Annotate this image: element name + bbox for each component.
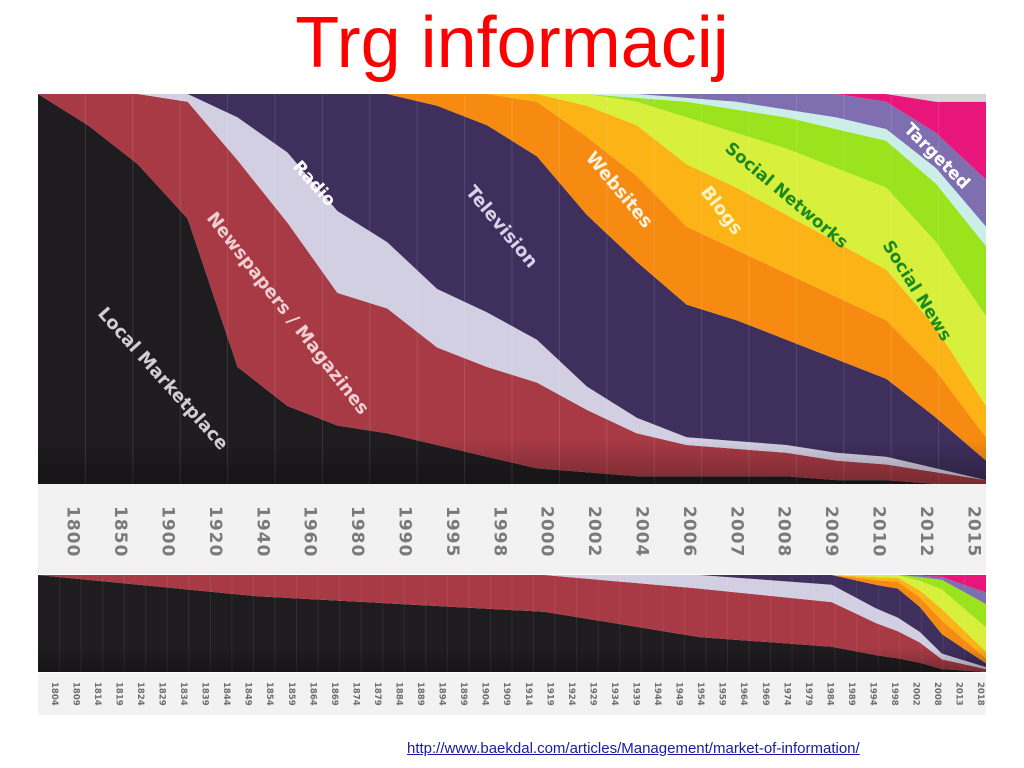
chart2-tick-label: 1934 [609,682,619,706]
chart2-tick-label: 1984 [824,682,834,706]
chart2-tick-label: 1929 [587,682,597,706]
chart1-area-radio [38,94,986,481]
chart2-tick-label: 1849 [243,682,253,706]
chart2-tick-label: 1949 [674,682,684,706]
chart1-bottom-fade [38,440,986,484]
chart2-tick-label: 2018 [975,682,985,706]
chart2-tick-label: 1864 [307,682,317,706]
chart2-tick-label: 1914 [523,682,533,706]
chart1-tick-label: 2012 [916,506,936,557]
chart2-tick-label: 1854 [264,682,274,706]
chart1-tick-label: 1995 [442,506,462,557]
chart2-bottom-fade [38,648,986,672]
chart2-tick-label: 1884 [394,682,404,706]
chart2-tick-label: 1889 [415,682,425,706]
chart1-tick-label: 1940 [252,506,272,557]
chart2-tick-label: 1824 [135,682,145,706]
chart2-tick-label: 1859 [286,682,296,706]
chart1-area-targeted [38,94,986,180]
chart1-tick-label: 2004 [632,506,652,557]
chart1-area-blogs [38,94,986,438]
chart2-tick-label: 1834 [178,682,188,706]
chart2-area-newspapers-magazines [38,575,986,672]
chart1-tick-label: 1998 [489,506,509,557]
chart1-tick-label: 2007 [726,506,746,557]
chart1-area-top-gray [38,94,986,102]
chart2-tick-label: 2008 [932,682,942,706]
chart2-tick-label: 1989 [846,682,856,706]
chart2-tick-label: 1809 [70,682,80,706]
chart2-tick-label: 1819 [113,682,123,706]
chart2-area-websites [38,575,986,664]
chart1-tick-label: 1990 [395,506,415,557]
chart2-tick-label: 1979 [803,682,813,706]
chart2-tick-label: 1954 [695,682,705,706]
chart2-x-tick-labels: 1804 1809 1814 1819 1824 1829 1834 1839 1844 1849… [49,682,985,706]
chart2-tick-label: 1869 [329,682,339,706]
chart2-tick-label: 1964 [738,682,748,706]
chart1-tick-label: 1800 [63,506,83,557]
chart1-gridlines [84,94,940,574]
chart1-tick-label: 2009 [821,506,841,557]
chart2-tick-label: 1919 [544,682,554,706]
chart2-tick-label: 1909 [501,682,511,706]
chart2-area-local-marketplace [38,575,986,672]
chart1-tick-label: 1920 [205,506,225,557]
axis-panel-top [38,484,986,574]
chart2-tick-label: 1844 [221,682,231,706]
chart1-tick-label: 1900 [158,506,178,557]
chart1-area-other [38,94,986,227]
chart1-tick-label: 2010 [869,506,889,557]
chart1-area-television [38,94,986,481]
chart2-tick-label: 1939 [631,682,641,706]
chart2-tick-label: 1879 [372,682,382,706]
chart2-tick-label: 1959 [717,682,727,706]
chart2-tick-label: 1894 [437,682,447,706]
chart2-tick-label: 1969 [760,682,770,706]
chart2-tick-label: 1924 [566,682,576,706]
chart2-tick-label: 1874 [350,682,360,706]
chart1-tick-label: 1960 [300,506,320,557]
chart1-tick-label: 2002 [584,506,604,557]
chart1-area-newspapers-magazines [38,94,986,484]
chart2-areas [38,575,986,672]
chart1-tick-label: 1850 [110,506,130,557]
chart2-tick-label: 1839 [200,682,210,706]
chart2-tick-label: 1899 [458,682,468,706]
chart2-tick-label: 1904 [480,682,490,706]
chart1-tick-label: 2015 [963,506,983,557]
chart2-tick-label: 1829 [157,682,167,706]
slide-title: Trg informacij [295,3,729,83]
source-link[interactable]: http://www.baekdal.com/articles/Manageme… [407,740,860,757]
chart1-area-social-networks [38,94,986,406]
chart2-tick-label: 1944 [652,682,662,706]
chart1-tick-label: 2008 [774,506,794,557]
chart2-tick-label: 1974 [781,682,791,706]
chart1-x-tick-labels: 1800 1850 1900 1920 1940 1960 1980 1990 1995 1998… [63,506,984,557]
chart2-tick-label: 2002 [911,682,921,706]
axis-panel-bottom [38,673,986,715]
chart2-tick-label: 1814 [92,682,102,706]
chart2-tick-label: 1994 [868,682,878,706]
chart2-tick-label: 2013 [954,682,964,706]
chart1-tick-label: 2000 [537,506,557,557]
chart1-tick-label: 1980 [347,506,367,557]
chart2-gridlines [59,575,965,715]
chart2-tick-label: 1804 [49,682,59,706]
chart2-tick-label: 1998 [889,682,899,706]
chart1-tick-label: 2006 [679,506,699,557]
detail-area-chart: 1804 1809 1814 1819 1824 1829 1834 1839 1844 1849… [38,575,986,715]
